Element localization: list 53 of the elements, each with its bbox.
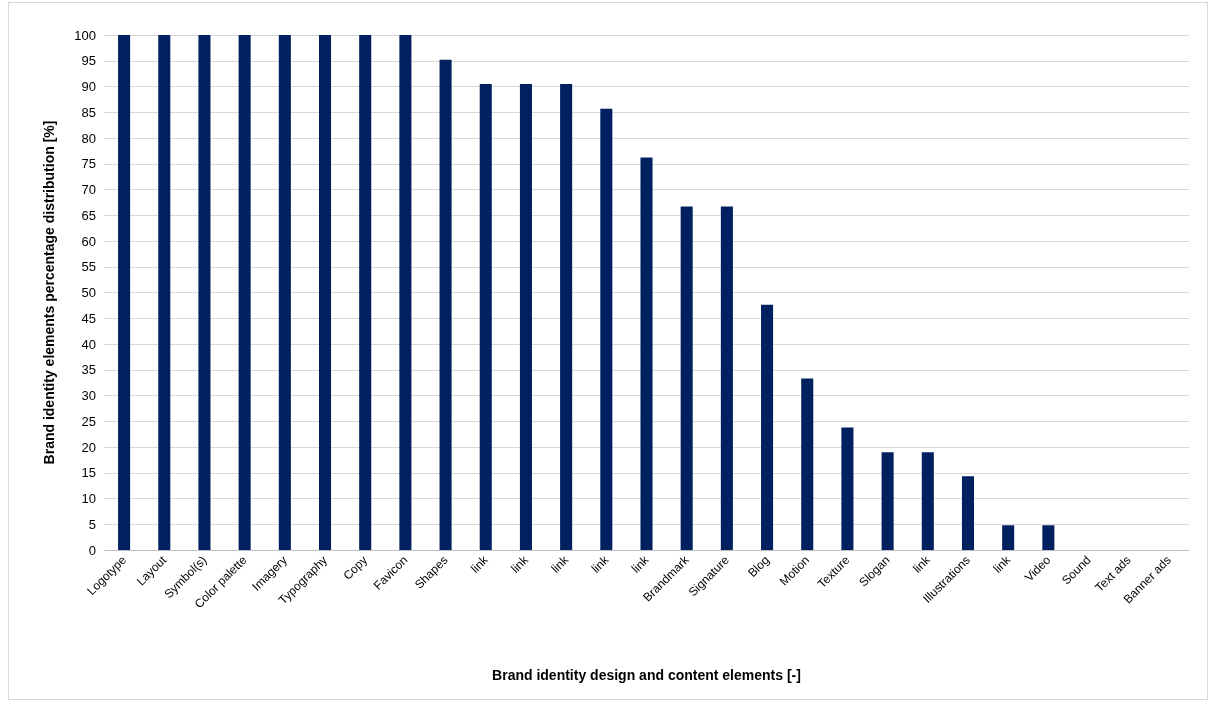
y-tick-label: 95 xyxy=(81,53,96,69)
bar xyxy=(841,427,854,550)
y-tick-label: 20 xyxy=(81,439,96,455)
bar xyxy=(600,108,613,550)
bar xyxy=(519,83,532,550)
x-tick-label: link xyxy=(588,552,612,576)
y-tick-label: 90 xyxy=(81,79,96,94)
y-tick-label: 40 xyxy=(81,336,96,352)
bar xyxy=(640,157,653,550)
bar xyxy=(801,378,814,550)
bar xyxy=(720,206,733,550)
y-axis-title: Brand identity elements percentage distribution [%] xyxy=(41,120,57,465)
y-tick-label: 0 xyxy=(88,542,96,558)
y-tick-label: 35 xyxy=(81,362,96,378)
bar xyxy=(1002,525,1015,550)
y-tick-label: 80 xyxy=(81,130,96,146)
x-tick-label: Blog xyxy=(745,553,773,580)
bar xyxy=(881,452,894,550)
x-tick-label: link xyxy=(990,552,1014,576)
bar xyxy=(439,59,452,550)
bar xyxy=(158,35,171,550)
bar xyxy=(479,83,492,550)
y-tick-label: 100 xyxy=(74,27,96,43)
bar xyxy=(560,83,573,550)
y-tick-label: 10 xyxy=(81,491,96,506)
y-tick-label: 30 xyxy=(81,388,96,403)
y-tick-label: 15 xyxy=(81,465,96,481)
x-axis-title: Brand identity design and content elements [-] xyxy=(492,667,801,683)
bar xyxy=(680,206,693,550)
bar xyxy=(278,35,291,550)
y-tick-label: 75 xyxy=(81,156,96,172)
bar xyxy=(198,35,211,550)
bar xyxy=(318,35,332,550)
y-tick-label: 85 xyxy=(81,104,96,120)
y-tick-label: 25 xyxy=(81,413,96,429)
x-tick-label: link xyxy=(548,552,572,576)
y-tick-label: 70 xyxy=(81,182,96,197)
y-tick-label: 45 xyxy=(81,310,96,326)
y-tick-label: 65 xyxy=(81,207,96,223)
x-tick-label: link xyxy=(468,552,492,576)
bar xyxy=(1042,525,1055,550)
x-tick-label: link xyxy=(508,552,532,576)
bar xyxy=(238,35,251,550)
bar xyxy=(921,452,934,550)
bar xyxy=(118,35,131,550)
y-tick-label: 5 xyxy=(88,516,96,532)
bar xyxy=(961,476,975,550)
bar xyxy=(399,35,412,550)
y-tick-label: 55 xyxy=(81,259,96,275)
y-tick-label: 50 xyxy=(81,285,96,300)
y-tick-label: 60 xyxy=(81,233,96,249)
bar xyxy=(359,35,372,550)
bar xyxy=(761,304,774,550)
